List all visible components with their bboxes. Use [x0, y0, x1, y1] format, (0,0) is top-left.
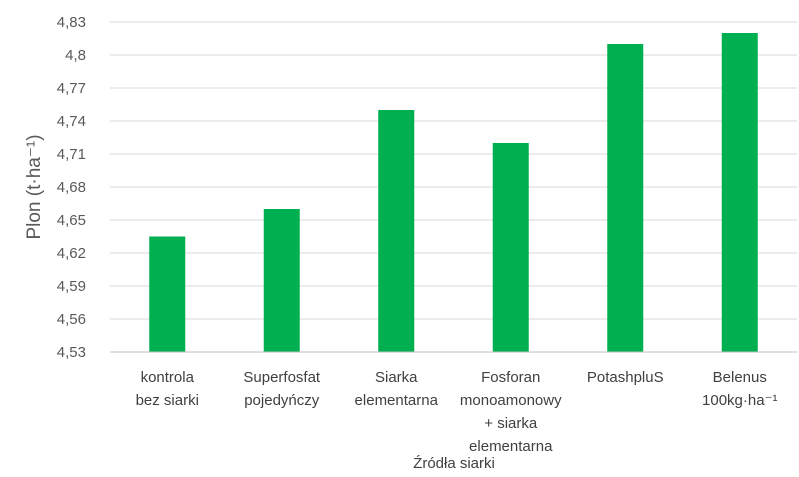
y-tick-label: 4,8: [65, 47, 86, 64]
bar: [149, 236, 186, 352]
category-label: kontrola bez siarki: [136, 369, 199, 409]
y-tick-label: 4,71: [57, 146, 86, 163]
category-label: PotashpluS: [587, 369, 664, 386]
category-label-line: kontrola: [141, 369, 195, 386]
category-label-line: Fosforan: [481, 369, 540, 386]
y-tick-label: 4,62: [57, 245, 86, 262]
y-tick-label: 4,77: [57, 80, 86, 97]
y-tick-label: 4,68: [57, 179, 86, 196]
bar: [378, 110, 415, 352]
category-label-line: 100kg·ha⁻¹: [702, 392, 777, 409]
category-label-line: PotashpluS: [587, 369, 664, 386]
y-tick-label: 4,53: [57, 344, 86, 361]
bar: [607, 44, 644, 352]
category-label-line: Siarka: [375, 369, 418, 386]
y-tick-labels: 4,53 4,56 4,59 4,62 4,65 4,68 4,71 4,74 4,77 4,8 4…: [57, 14, 86, 361]
gridlines: [110, 21, 797, 320]
category-label: Belenus 100kg·ha⁻¹: [702, 369, 777, 409]
category-label-line: Belenus: [713, 369, 767, 386]
category-label-line: + siarka: [484, 415, 538, 432]
y-tick-label: 4,59: [57, 278, 86, 295]
y-tick-label: 4,83: [57, 14, 86, 31]
category-label: Fosforan monoamonowy + siarka elementarna: [460, 369, 562, 455]
y-tick-label: 4,65: [57, 212, 86, 229]
category-label-line: elementarna: [355, 392, 439, 409]
y-tick-label: 4,56: [57, 311, 86, 328]
bar: [263, 209, 300, 352]
category-label-line: monoamonowy: [460, 392, 562, 409]
category-label-line: bez siarki: [136, 392, 199, 409]
y-tick-label: 4,74: [57, 113, 86, 130]
bars: [149, 33, 758, 352]
category-label: Superfosfat pojedyńczy: [243, 369, 321, 409]
category-label-line: pojedyńczy: [244, 392, 320, 409]
category-label: Siarka elementarna: [355, 369, 439, 409]
y-axis-label: Plon (t·ha⁻¹): [24, 134, 45, 239]
category-label-line: elementarna: [469, 438, 553, 455]
bar: [492, 143, 529, 352]
category-label-line: Superfosfat: [243, 369, 321, 386]
x-axis-label: Źródła siarki: [413, 455, 495, 472]
bar: [721, 33, 758, 352]
